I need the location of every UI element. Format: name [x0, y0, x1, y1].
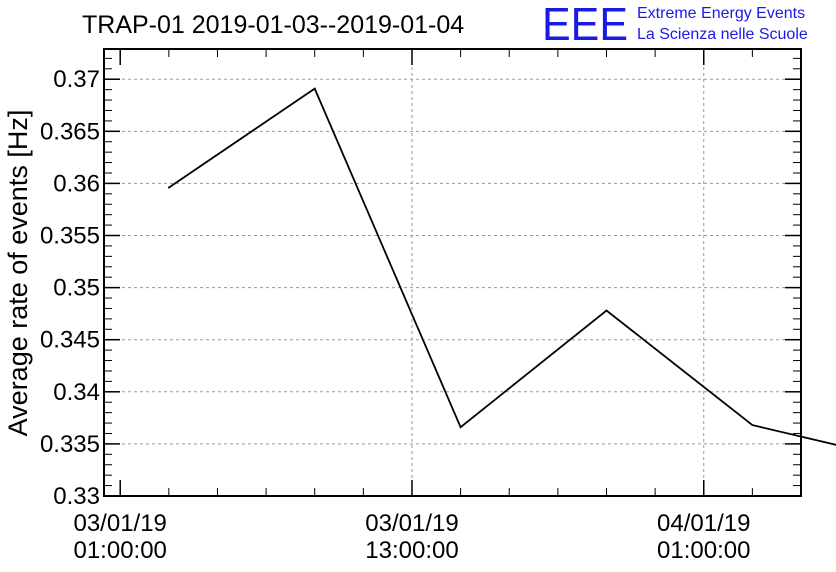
y-tick-label: 0.35	[53, 275, 100, 302]
logo-line-1: Extreme Energy Events	[637, 5, 805, 22]
y-tick-label: 0.37	[53, 66, 100, 93]
chart-title: TRAP-01 2019-01-03--2019-01-04	[82, 11, 464, 39]
axis-ticks	[104, 49, 802, 497]
data-point	[313, 87, 316, 90]
y-tick-label: 0.355	[40, 223, 100, 250]
data-series	[167, 87, 836, 446]
plot-frame	[103, 48, 802, 497]
y-tick-label: 0.34	[53, 379, 100, 406]
y-axis-title: Average rate of events [Hz]	[3, 110, 33, 437]
grid-lines	[104, 49, 801, 496]
data-point	[605, 309, 608, 312]
y-tick-labels: 0.33 0.335 0.34 0.345 0.35 0.355 0.36 0.365 0.37	[40, 66, 100, 510]
data-point	[751, 424, 754, 427]
x-tick-label-date: 04/01/19	[657, 510, 750, 537]
data-point	[459, 426, 462, 429]
logo-mark: EEE	[542, 0, 628, 50]
x-tick-labels: 03/01/1901:00:0003/01/1913:00:0004/01/19…	[73, 510, 750, 564]
y-tick-label: 0.335	[40, 431, 100, 458]
y-tick-label: 0.36	[53, 170, 100, 197]
y-tick-label: 0.33	[53, 483, 100, 510]
eee-logo: EEE Extreme Energy Events La Scienza nel…	[542, 0, 808, 50]
x-tick-label-time: 13:00:00	[365, 537, 458, 564]
y-tick-label: 0.345	[40, 327, 100, 354]
y-tick-label: 0.365	[40, 118, 100, 145]
x-tick-label-time: 01:00:00	[657, 537, 750, 564]
data-point	[167, 186, 170, 189]
x-tick-label-date: 03/01/19	[73, 510, 166, 537]
x-tick-label-date: 03/01/19	[365, 510, 458, 537]
series-line	[168, 87, 836, 446]
logo-line-2: La Scienza nelle Scuole	[637, 26, 808, 43]
x-tick-label-time: 01:00:00	[73, 537, 166, 564]
